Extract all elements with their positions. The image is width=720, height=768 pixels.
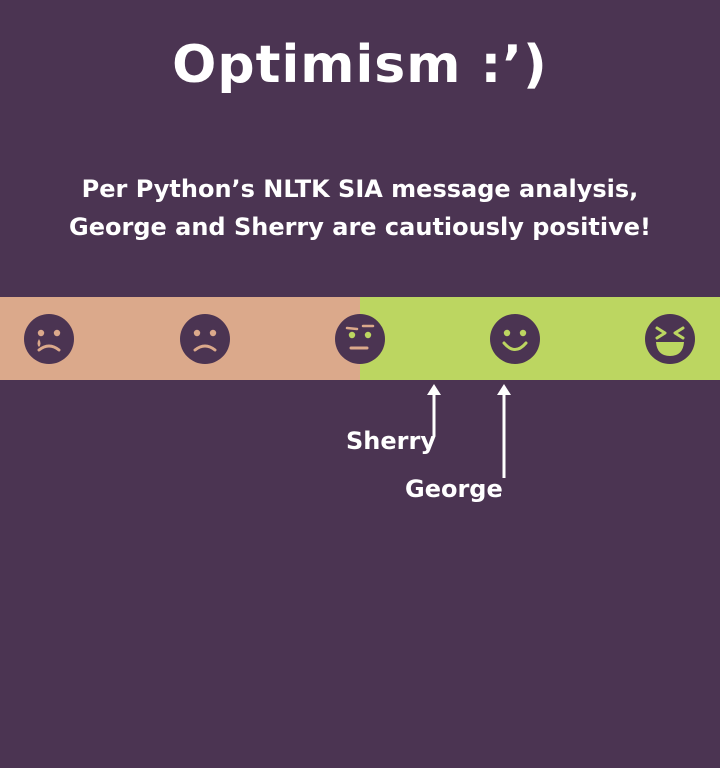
sentiment-scale [0,297,720,380]
crying-face-icon [24,314,74,364]
sherry-arrow [427,384,441,436]
sherry-label: Sherry [346,427,436,455]
subtitle-line-1: Per Python’s NLTK SIA message analysis, [81,175,639,203]
subtitle: Per Python’s NLTK SIA message analysis, … [0,170,720,246]
skeptical-face-icon [335,314,385,364]
laughing-face-icon [645,314,695,364]
george-arrow [497,384,511,478]
george-label: George [405,475,503,503]
page-title: Optimism :’) [172,35,548,95]
frowning-face-icon [180,314,230,364]
smiling-face-icon [490,314,540,364]
subtitle-line-2: George and Sherry are cautiously positiv… [69,213,651,241]
